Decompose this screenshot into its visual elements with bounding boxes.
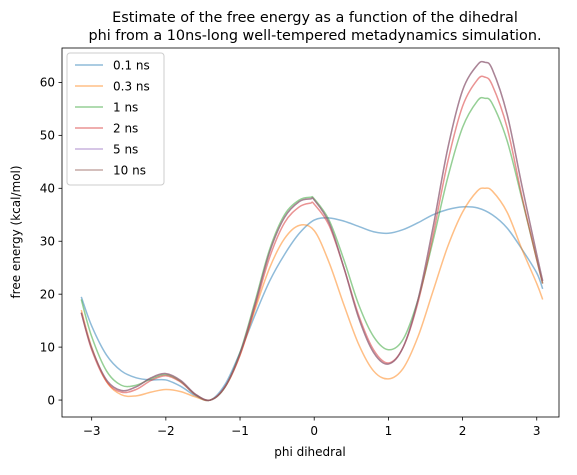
legend-label-0: 0.1 ns — [113, 58, 150, 72]
y-tick-label: 30 — [40, 235, 55, 249]
legend-label-5: 10 ns — [113, 163, 146, 177]
x-tick-label: 3 — [533, 424, 541, 438]
legend-label-4: 5 ns — [113, 142, 138, 156]
legend-label-2: 1 ns — [113, 100, 138, 114]
x-axis-ticks: −3 −2 −1 0 1 2 3 — [83, 417, 541, 438]
legend: 0.1 ns 0.3 ns 1 ns 2 ns 5 ns 10 ns — [66, 52, 165, 186]
y-axis-ticks: 0 10 20 30 40 50 60 — [40, 76, 62, 407]
series-line-5 — [80, 60, 544, 402]
y-tick-label: 60 — [40, 76, 55, 90]
y-tick-label: 40 — [40, 182, 55, 196]
series-line-3 — [80, 75, 544, 402]
chart-title-line-2: phi from a 10ns-long well-tempered metad… — [88, 28, 541, 44]
y-tick-label: 20 — [40, 287, 55, 301]
x-tick-label: 0 — [310, 424, 318, 438]
legend-label-3: 2 ns — [113, 121, 138, 135]
y-tick-label: 50 — [40, 129, 55, 143]
plot-area-frame — [61, 47, 560, 418]
x-tick-label: 2 — [459, 424, 467, 438]
y-tick-label: 0 — [47, 393, 55, 407]
series-layer — [80, 60, 544, 402]
series-line-0 — [80, 205, 544, 402]
x-tick-label: −2 — [157, 424, 175, 438]
x-tick-label: 1 — [385, 424, 393, 438]
legend-label-1: 0.3 ns — [113, 79, 150, 93]
y-axis-label: free energy (kcal/mol) — [9, 165, 23, 298]
x-tick-label: −3 — [83, 424, 101, 438]
x-tick-label: −1 — [231, 424, 249, 438]
x-axis-label: phi dihedral — [274, 445, 346, 459]
chart-title-line-1: Estimate of the free energy as a functio… — [112, 10, 518, 26]
series-line-1 — [80, 187, 544, 402]
y-tick-label: 10 — [40, 340, 55, 354]
